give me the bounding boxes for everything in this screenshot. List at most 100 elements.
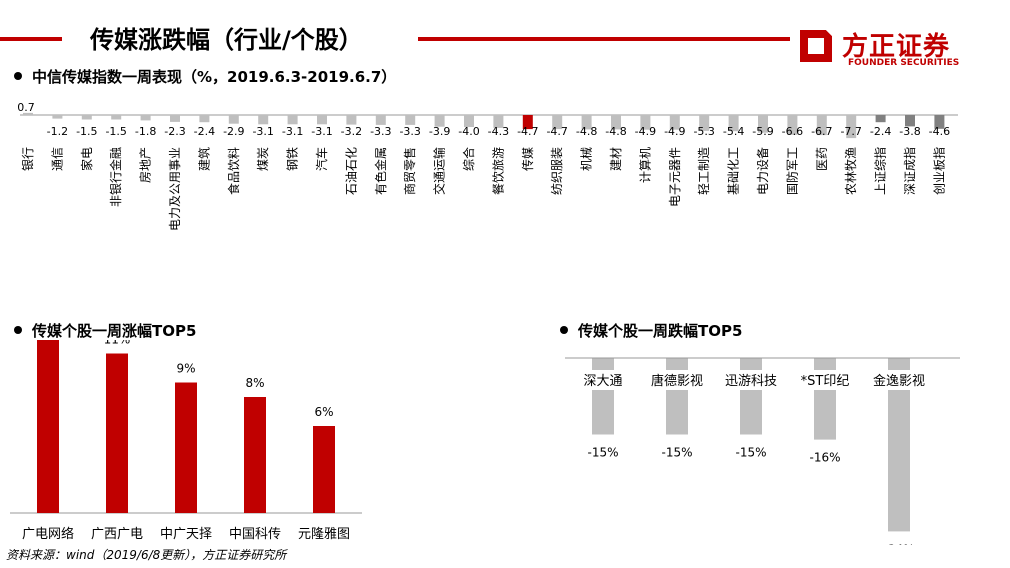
logo-text: 方正证券 [842,32,951,62]
industry-category-label: 机械 [579,147,594,171]
bottom5-label-bg [791,370,859,390]
industry-bar [258,115,269,125]
industry-data-label: -1.5 [105,125,126,138]
industry-data-label: -1.2 [47,125,68,138]
bottom5-label-bg [717,370,785,390]
industry-bar [699,115,710,131]
industry-data-label: -7.7 [840,125,861,138]
top5-data-label: 9% [176,362,195,376]
industry-bar [464,115,474,127]
industry-bar [346,115,357,125]
industry-bar [170,115,180,122]
industry-category-label: 建筑 [196,147,211,171]
bottom5-category-label: 深大通 [583,374,622,389]
industry-category-label: 农林牧渔 [844,147,858,195]
industry-data-label: -6.7 [811,125,832,138]
industry-data-label: -4.3 [488,125,509,138]
industry-bar [669,115,680,130]
industry-category-label: 家电 [79,147,94,171]
bottom5-category-label: 金逸影视 [873,373,925,389]
top5-bar [244,397,266,513]
top5-category-label: 中国科传 [229,527,281,542]
bottom5-label-bg [569,370,637,390]
industry-bar [787,115,798,135]
bottom5-bar [666,358,688,435]
industry-bar [934,115,945,129]
industry-bar [611,115,621,130]
industry-bar [228,115,239,124]
industry-bar [111,115,122,120]
industry-bar [816,115,827,136]
industry-data-label: -1.8 [135,125,156,138]
bottom5-data-label: -15% [587,446,618,460]
industry-category-label: 银行 [21,147,35,171]
industry-data-label: -4.8 [576,125,597,138]
industry-category-label: 石油石化 [344,147,358,195]
industry-category-label: 传媒 [520,147,535,171]
industry-category-label: 煤炭 [256,147,270,171]
industry-chart-heading: 中信传媒指数一周表现（%，2019.6.3-2019.6.7） [14,66,396,87]
industry-bar [493,115,504,128]
bottom5-category-label: 迅游科技 [725,374,777,389]
industry-category-label: 非银行金融 [108,147,123,207]
industry-category-label: 计算机 [637,147,652,183]
top5-data-label: 11% [104,340,131,347]
industry-category-label: 电子元器件 [668,147,682,207]
industry-category-label: 综合 [461,147,476,171]
industry-category-label: 建材 [609,147,623,171]
industry-category-label: 通信 [50,147,64,171]
industry-data-label: -4.6 [929,125,950,138]
bottom5-bar [740,358,762,435]
industry-data-label: -4.8 [605,125,626,138]
industry-data-label: -1.5 [76,125,97,138]
industry-bar [140,115,151,121]
industry-category-label: 房地产 [138,147,153,183]
bottom5-data-label: -15% [735,446,766,460]
top5-bar [106,353,128,513]
industry-chart-title: 中信传媒指数一周表现（%，2019.6.3-2019.6.7） [32,68,397,86]
industry-data-label: -4.9 [664,125,685,138]
industry-bar [522,115,533,130]
bottom5-bar [888,358,910,532]
source-note: 资料来源：wind（2019/6/8更新），方正证券研究所 [6,548,287,562]
bottom5-data-label: -34% [883,542,914,545]
top5-chart-title: 传媒个股一周涨幅TOP5 [32,322,197,340]
industry-category-label: 纺织服装 [550,147,564,195]
industry-category-label: 交通运输 [432,147,447,195]
industry-data-label: -3.1 [282,125,303,138]
page-title: 传媒涨跌幅（行业/个股） [90,26,363,54]
industry-data-label: 0.7 [17,101,35,114]
industry-bar [23,112,33,115]
bottom5-label-bg [865,370,933,390]
top5-category-label: 广西广电 [91,527,143,542]
industry-bar [552,115,563,130]
industry-bar [434,115,445,127]
bottom5-label-bg [643,370,711,390]
industry-data-label: -4.7 [517,125,538,138]
industry-category-label: 创业板指 [931,147,946,195]
top5-bar [37,340,59,513]
industry-category-label: 电力及公用事业 [168,147,182,231]
top5-chart-heading: 传媒个股一周涨幅TOP5 [14,320,196,341]
industry-category-label: 电力设备 [756,147,770,195]
industry-bar [846,115,857,139]
industry-category-label: 商贸零售 [402,147,417,195]
industry-data-label: -5.3 [693,125,714,138]
industry-data-label: -2.9 [223,125,244,138]
industry-category-label: 轻工制造 [697,147,711,195]
industry-bar [317,115,327,125]
industry-data-label: -4.7 [546,125,567,138]
bullet-icon [14,325,22,334]
industry-bar [875,115,886,123]
industry-data-label: -3.1 [311,125,332,138]
industry-data-label: -2.3 [164,125,185,138]
bottom5-chart-title: 传媒个股一周跌幅TOP5 [578,322,743,340]
industry-category-label: 深证成指 [902,147,917,195]
top5-bar [175,382,197,513]
industry-bar-chart: 0.7 银行 -1.2 通信 -1.5 家电 -1.5 非银行金融 -1.8 房地产 -2.3 电力及… [17,101,958,231]
top5-data-label: 6% [314,405,333,419]
bottom5-chart-heading: 传媒个股一周跌幅TOP5 [560,320,742,341]
industry-bar [52,115,63,119]
header-right-rule [418,37,790,41]
bottom5-data-label: -15% [661,446,692,460]
